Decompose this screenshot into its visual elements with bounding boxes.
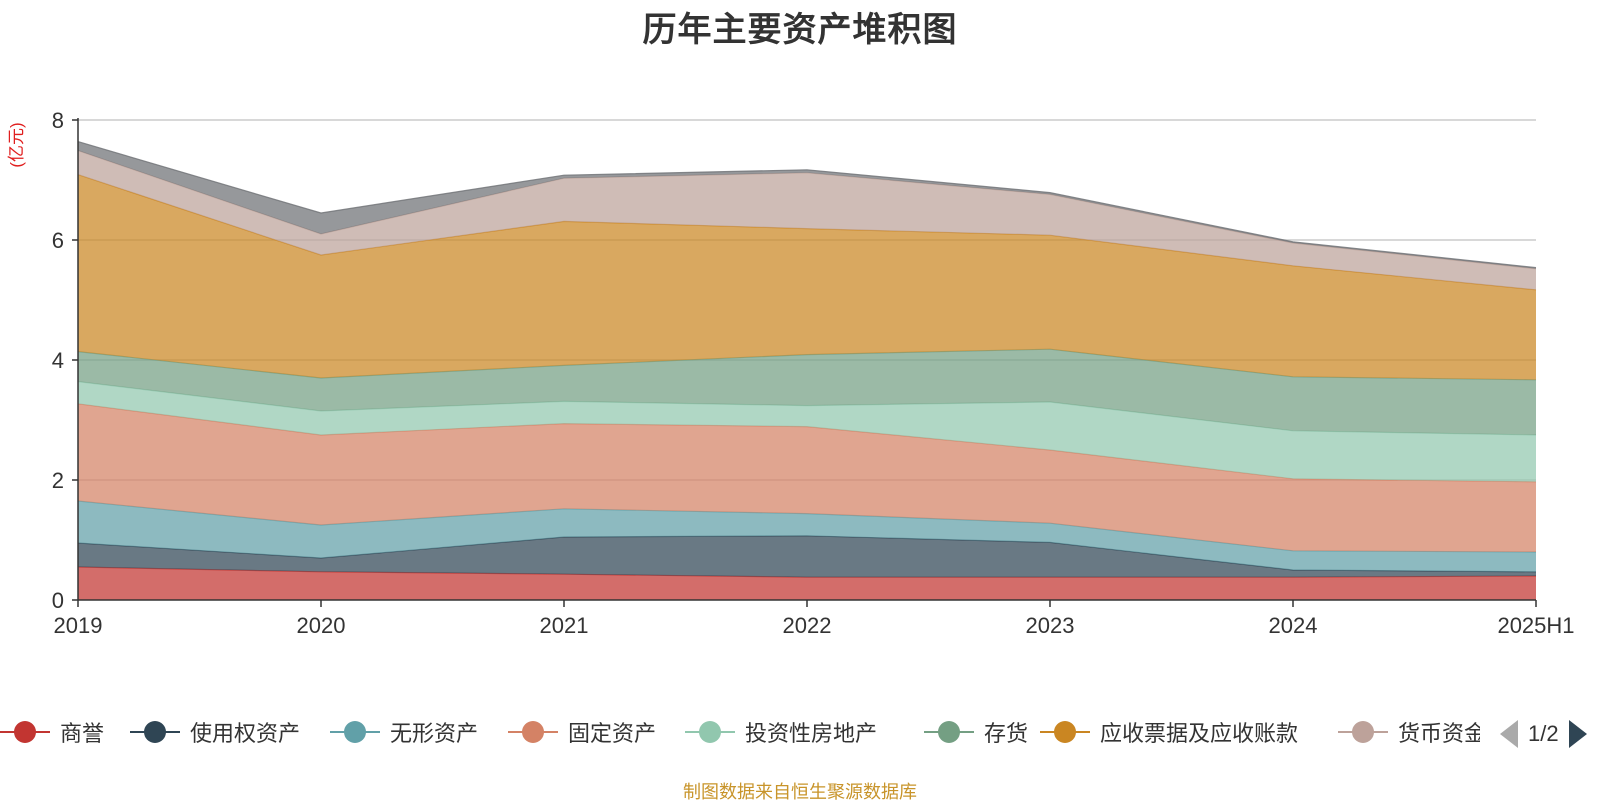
legend-marker-icon [1040,714,1090,750]
legend-item[interactable]: 使用权资产 [130,714,300,750]
area-固定资产 [78,403,1536,552]
legend-item[interactable]: 应收票据及应收账款 [1040,714,1298,750]
area-货币资金 [78,150,1536,290]
legend-marker-icon [1338,714,1388,750]
legend-item[interactable]: 投资性房地产 [685,714,877,750]
y-tick-label: 6 [52,228,64,253]
x-tick-label: 2021 [540,613,589,638]
legend-label: 投资性房地产 [745,721,878,746]
x-tick-label: 2023 [1026,613,1075,638]
legend-marker-icon [330,714,380,750]
y-tick-label: 2 [52,468,64,493]
legend-prev-page-icon[interactable] [1500,720,1518,748]
area-应收票据及应收账款 [78,174,1536,380]
area-edge-其他 [77,141,1537,269]
y-tick-label: 0 [52,588,64,613]
y-tick-label: 8 [52,108,64,133]
legend-item[interactable]: 货币资金 [1338,714,1480,750]
legend-page-indicator: 1/2 [1528,721,1559,746]
legend-label: 商誉 [60,721,105,746]
legend-label: 货币资金 [1398,721,1480,746]
x-tick-label: 2022 [783,613,832,638]
legend-marker-icon [508,714,558,750]
legend-marker-icon [685,714,735,750]
x-tick-label: 2020 [297,613,346,638]
chart-plot: 0 2 4 6 8 2019 2020 2021 2022 2023 2024 2025H1 (亿元) [7,108,1575,638]
x-tick-label: 2019 [54,613,103,638]
data-source-note: 制图数据来自恒生聚源数据库 [683,782,917,802]
legend-next-page-icon[interactable] [1568,720,1587,748]
legend-label: 无形资产 [390,721,479,746]
legend-marker-icon [130,714,180,750]
legend-label: 存货 [984,721,1029,746]
legend-marker-icon [924,714,974,750]
area-存货 [78,349,1536,435]
legend-label: 应收票据及应收账款 [1100,721,1299,746]
y-tick-label: 4 [52,348,64,373]
legend-item[interactable]: 无形资产 [330,714,478,750]
area-series [77,141,1537,600]
axes: 0 2 4 6 8 2019 2020 2021 2022 2023 2024 2025H1 [52,108,1575,638]
legend-item[interactable]: 固定资产 [508,714,656,750]
y-axis-unit-label: (亿元) [7,122,26,167]
legend-item[interactable]: 存货 [924,714,1028,750]
area-使用权资产 [78,535,1536,578]
chart-title: 历年主要资产堆积图 [642,11,958,49]
legend-label: 固定资产 [568,721,657,746]
x-tick-label: 2025H1 [1497,613,1574,638]
area-商誉 [78,567,1536,600]
legend-pager: 1/2 [1500,718,1587,750]
x-tick-label: 2024 [1269,613,1318,638]
legend-label: 使用权资产 [190,721,301,746]
area-无形资产 [78,501,1536,572]
legend-marker-icon [0,714,50,750]
legend: 商誉使用权资产无形资产固定资产投资性房地产存货应收票据及应收账款货币资金其他 [0,714,1480,750]
legend-item[interactable]: 商誉 [0,714,104,750]
